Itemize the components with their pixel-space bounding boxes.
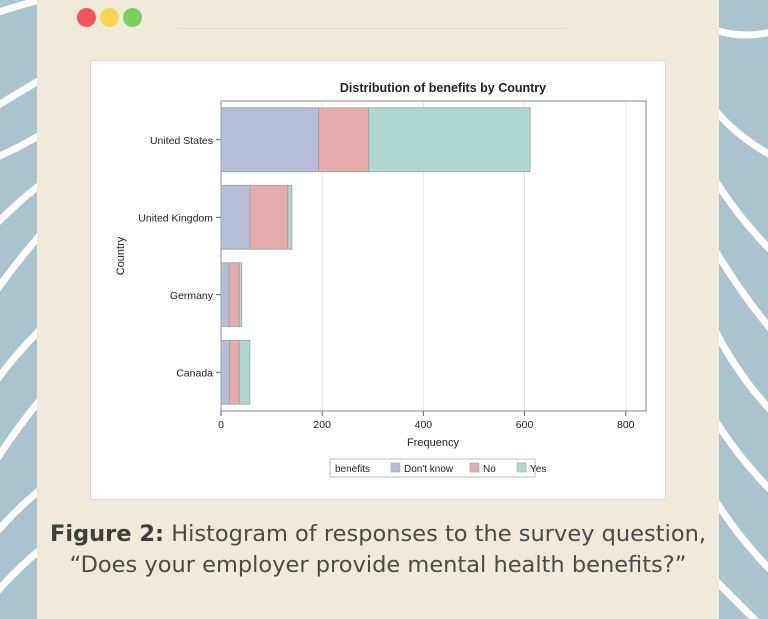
chart-panel: Distribution of benefits by Country Unit… <box>90 60 666 500</box>
maximize-dot-icon[interactable] <box>123 8 142 27</box>
x-axis-label: Frequency <box>407 437 459 449</box>
y-tick-label: Germany <box>170 290 214 302</box>
minimize-dot-icon[interactable] <box>100 8 119 27</box>
bar-segment <box>368 107 531 173</box>
legend: benefits Don't know No Yes <box>329 458 546 478</box>
legend-entry: Don't know <box>404 464 454 475</box>
plot-frame <box>220 100 647 412</box>
bar-segment <box>318 107 370 173</box>
y-tick-label: Canada <box>176 367 213 379</box>
title-bar-line <box>177 28 567 29</box>
legend-entry: No <box>483 464 496 475</box>
legend-box <box>329 458 536 478</box>
bar-segment <box>238 339 251 405</box>
bar-segment <box>228 262 240 328</box>
legend-swatch <box>516 462 527 473</box>
y-tick-label: United Kingdom <box>138 212 213 224</box>
figure-caption: Figure 2: Histogram of responses to the … <box>37 519 719 581</box>
legend-swatch <box>390 462 401 473</box>
legend-swatch <box>469 462 480 473</box>
x-tick-label: 600 <box>516 419 534 431</box>
y-tick-label: United States <box>150 135 213 147</box>
bar-segment <box>220 184 251 250</box>
bar-segment <box>229 339 240 405</box>
chart-title: Distribution of benefits by Country <box>340 81 546 95</box>
legend-title: benefits <box>335 464 370 475</box>
bar-segment <box>249 184 289 250</box>
y-axis-label: Country <box>115 236 127 275</box>
x-tick-label: 0 <box>218 419 224 431</box>
x-tick-label: 200 <box>313 419 331 431</box>
legend-entry: Yes <box>530 464 546 475</box>
bar-segment <box>220 262 230 328</box>
x-tick-label: 400 <box>415 419 433 431</box>
stacked-bar-chart: Distribution of benefits by Country Unit… <box>115 81 647 478</box>
close-dot-icon[interactable] <box>77 8 96 27</box>
x-tick-label: 800 <box>617 419 635 431</box>
bar-segment <box>220 107 320 173</box>
bar-segment <box>287 184 293 250</box>
caption-label: Figure 2: <box>49 521 165 547</box>
bar-segment <box>220 339 231 405</box>
content-card: Distribution of benefits by Country Unit… <box>37 0 719 619</box>
bar-segment <box>238 262 243 328</box>
caption-text: Histogram of responses to the survey que… <box>69 521 707 578</box>
window-controls <box>77 8 142 27</box>
